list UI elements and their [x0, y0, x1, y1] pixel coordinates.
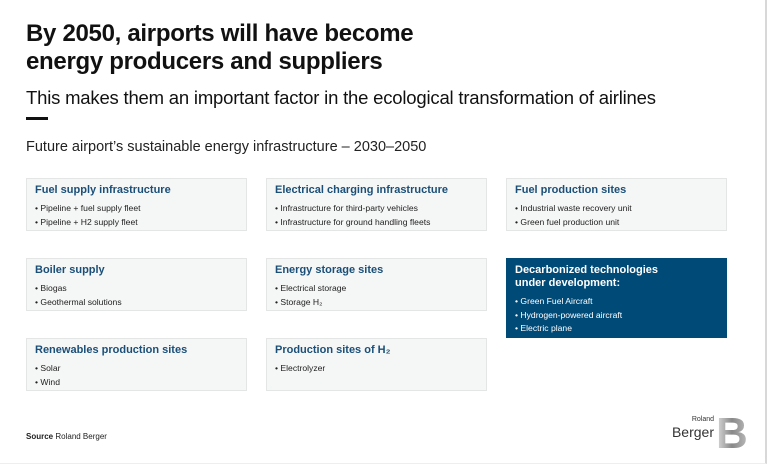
info-box: Energy storage sites Electrical storageSt…	[266, 258, 487, 311]
info-box-title: Electrical charging infrastructure	[275, 184, 448, 196]
list-item: Geothermal solutions	[35, 296, 238, 310]
subtitle: This makes them an important factor in t…	[26, 87, 656, 108]
info-box-list: Green Fuel AircraftHydrogen-powered airc…	[515, 295, 718, 336]
info-box-title: Fuel production sites	[515, 184, 627, 196]
info-box-title: Energy storage sites	[275, 264, 384, 276]
list-item: Pipeline + fuel supply fleet	[35, 202, 238, 216]
info-box-list: Industrial waste recovery unitGreen fuel…	[515, 202, 718, 229]
info-box-list: Infrastructure for third-party vehiclesI…	[275, 202, 478, 229]
info-box-title: Decarbonized technologies under developm…	[515, 264, 659, 289]
source-value: Roland Berger	[55, 432, 107, 441]
list-item: Electric plane	[515, 322, 718, 336]
info-box-title: Boiler supply	[35, 264, 105, 276]
list-item: Electrical storage	[275, 282, 478, 296]
title-line-1: By 2050, airports will have become	[26, 20, 414, 47]
source-label: Source	[26, 432, 54, 441]
list-item: Wind	[35, 376, 238, 390]
info-box: Fuel production sites Industrial waste re…	[506, 178, 727, 231]
info-box-list: Electrical storageStorage H₂	[275, 282, 478, 309]
list-item: Pipeline + H2 supply fleet	[35, 216, 238, 230]
list-item: Industrial waste recovery unit	[515, 202, 718, 216]
list-item: Solar	[35, 362, 238, 376]
info-box: Production sites of H₂ Electrolyzer	[266, 338, 487, 391]
list-item: Biogas	[35, 282, 238, 296]
info-box-list: Electrolyzer	[275, 362, 478, 376]
info-box-list: SolarWind	[35, 362, 238, 389]
list-item: Storage H₂	[275, 296, 478, 310]
info-box-title: Fuel supply infrastructure	[35, 184, 171, 196]
info-box: Renewables production sites SolarWind	[26, 338, 247, 391]
source-note: Source Roland Berger	[26, 432, 107, 441]
logo: Roland Berger	[670, 416, 714, 442]
info-box: Electrical charging infrastructure Infras…	[266, 178, 487, 231]
list-item: Infrastructure for third-party vehicles	[275, 202, 478, 216]
logo-b-mark: B	[716, 409, 748, 458]
info-box-list: BiogasGeothermal solutions	[35, 282, 238, 309]
title-line-2: energy producers and suppliers	[26, 48, 383, 75]
info-box-title: Production sites of H₂	[275, 344, 391, 356]
info-box: Fuel supply infrastructure Pipeline + fue…	[26, 178, 247, 231]
page-title: By 2050, airports will have become energy…	[26, 20, 626, 76]
list-item: Hydrogen-powered aircraft	[515, 309, 718, 323]
list-item: Infrastructure for ground handling fleet…	[275, 216, 478, 230]
info-box: Decarbonized technologies under developm…	[506, 258, 727, 338]
info-box-title: Renewables production sites	[35, 344, 188, 356]
divider	[26, 117, 48, 120]
logo-text-berger: Berger	[671, 424, 714, 440]
info-box-list: Pipeline + fuel supply fleetPipeline + H…	[35, 202, 238, 229]
info-box: Boiler supply BiogasGeothermal solutions	[26, 258, 247, 311]
section-title: Future airport’s sustainable energy infr…	[26, 139, 427, 155]
list-item: Green fuel production unit	[515, 216, 718, 230]
list-item: Electrolyzer	[275, 362, 478, 376]
list-item: Green Fuel Aircraft	[515, 295, 718, 309]
logo-text-roland: Roland	[691, 416, 714, 423]
